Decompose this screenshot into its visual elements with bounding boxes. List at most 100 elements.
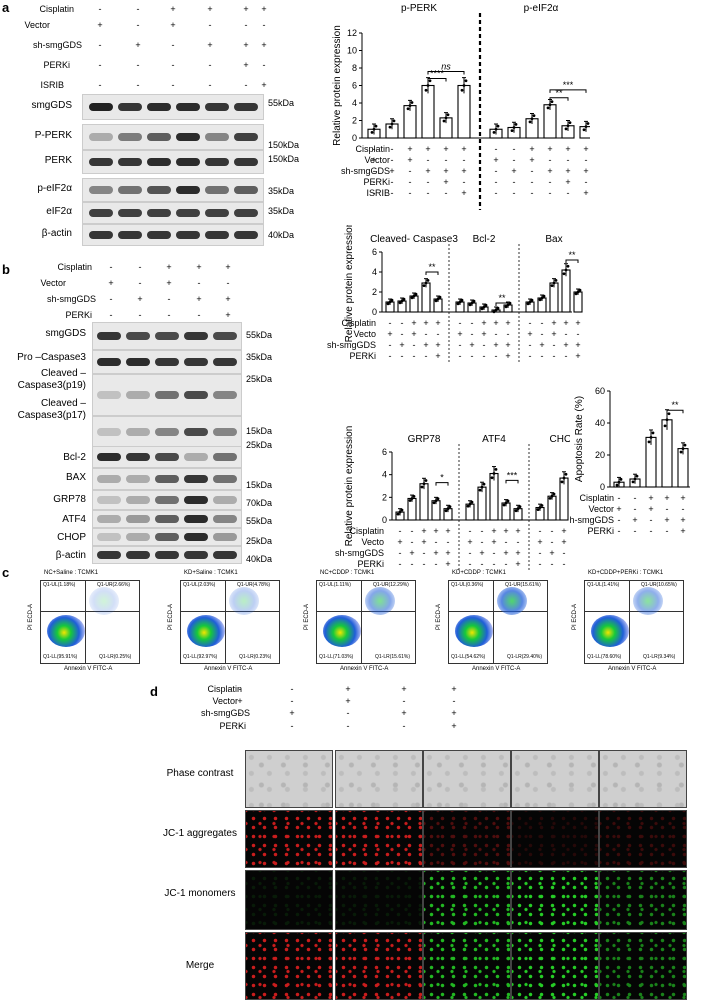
panel-label-b: b <box>2 262 10 277</box>
y-tick-label: 20 <box>595 450 605 460</box>
quadrant-label: Q1-UR(4.78%) <box>237 582 271 588</box>
blot-band <box>184 453 208 461</box>
y-tick-label: 10 <box>347 46 357 56</box>
blot-row-label: Bcl-2 <box>63 452 86 463</box>
significance-bracket <box>427 78 447 82</box>
treat-cell: + <box>389 166 394 176</box>
data-point <box>390 298 394 302</box>
blot-band <box>126 332 150 340</box>
treat-cell: - <box>427 177 430 187</box>
treat-cell: + <box>261 40 267 50</box>
quadrant-label: Q1-LR(29.40%) <box>507 654 543 660</box>
data-point <box>508 301 512 305</box>
treat-cell: + <box>583 166 588 176</box>
blot-row-label: smgGDS <box>45 328 86 339</box>
data-point <box>410 296 414 300</box>
treat-cell: - <box>411 526 414 536</box>
treat-row-label: PERKi <box>43 60 70 70</box>
data-point <box>619 477 623 481</box>
blot-band <box>184 391 208 399</box>
treat-cell: + <box>97 20 103 30</box>
data-point <box>633 477 637 481</box>
micrograph-merge <box>335 932 423 1000</box>
treat-row-label: Vector <box>24 20 50 30</box>
blot-band <box>97 551 121 559</box>
data-point <box>432 501 436 505</box>
data-point <box>444 116 448 120</box>
treat-cell: - <box>565 351 568 361</box>
blot-band <box>89 103 113 111</box>
treat-cell: - <box>401 318 404 328</box>
blot-band <box>89 133 113 141</box>
treat-cell: - <box>411 559 414 569</box>
data-point <box>396 512 400 516</box>
treat-cell: - <box>650 526 653 536</box>
treat-row-label: Cisplatin <box>57 262 92 272</box>
treat-cell: - <box>577 329 580 339</box>
group-label: Cleaved- Caspase3 <box>370 234 458 245</box>
treat-row-label: sh-smgGDS <box>200 708 250 718</box>
treat-cell: + <box>583 188 588 198</box>
treat-cell: + <box>527 329 532 339</box>
treat-cell: + <box>632 515 637 525</box>
treat-cell: + <box>451 721 457 731</box>
treat-cell: + <box>445 548 450 558</box>
flow-plot-title: KD+CDDP+PERKi : TCMK1 <box>588 570 664 576</box>
treat-cell: - <box>401 351 404 361</box>
treat-cell: + <box>547 166 552 176</box>
group-label: Bcl-2 <box>473 234 496 245</box>
group-label: p-eIF2α <box>524 3 559 14</box>
treat-cell: - <box>493 548 496 558</box>
treat-cell: + <box>664 515 669 525</box>
significance-label: ns <box>441 62 451 72</box>
quadrant-label: Q1-UL(0.36%) <box>451 582 484 588</box>
treat-cell: + <box>575 340 580 350</box>
quadrant-label: Q1-LR(9.34%) <box>643 654 676 660</box>
micrograph-monomers <box>423 870 511 930</box>
data-point <box>514 122 518 126</box>
quadrant-label: Q1-LL(92.97%) <box>183 654 218 660</box>
data-point <box>400 299 404 303</box>
y-tick-label: 0 <box>352 133 357 143</box>
treat-cell: + <box>166 278 172 288</box>
treat-cell: - <box>136 20 140 30</box>
significance-bracket <box>565 259 579 263</box>
treat-row-label: PERKi <box>357 559 384 569</box>
data-point <box>406 107 410 111</box>
blot-strip <box>92 490 242 510</box>
blot-band <box>155 515 179 523</box>
micro-row-label: JC-1 monomers <box>164 888 236 899</box>
treat-cell: - <box>529 318 532 328</box>
treat-cell: - <box>373 177 376 187</box>
treat-cell: + <box>529 155 534 165</box>
treat-cell: - <box>585 177 588 187</box>
treat-cell: + <box>401 708 407 718</box>
treat-cell: - <box>481 537 484 547</box>
micrograph-phase <box>599 750 687 808</box>
treat-cell: + <box>407 155 412 165</box>
treat-cell: + <box>397 537 402 547</box>
data-point <box>392 119 396 123</box>
treat-cell: - <box>469 548 472 558</box>
micro-row-label: JC-1 aggregates <box>163 828 237 839</box>
data-point <box>434 499 438 503</box>
treat-cell: - <box>539 526 542 536</box>
blot-band <box>118 231 142 239</box>
treat-row-label: Cisplatin <box>39 4 74 14</box>
micrograph-aggregates <box>335 810 423 868</box>
data-point <box>480 485 484 489</box>
blot-row-label: p-eIF2α <box>37 183 72 194</box>
treat-cell: - <box>197 310 201 320</box>
blot-band <box>126 551 150 559</box>
data-point <box>492 131 496 134</box>
treat-row-label: Vector <box>212 696 238 706</box>
treat-cell: + <box>409 548 414 558</box>
flow-plot: Q1-UL(1.41%) Q1-UR(10.65%) Q1-LL(78.60%) Q1… <box>584 580 684 664</box>
data-point <box>526 302 530 306</box>
flow-plot: Q1-UL(1.11%) Q1-UR(12.29%) Q1-LL(71.03%) Q1… <box>316 580 416 664</box>
blot-band <box>184 332 208 340</box>
blot-band <box>155 496 179 504</box>
treat-cell: + <box>207 4 213 14</box>
blot-strip <box>92 446 242 468</box>
treat-cell: + <box>575 318 580 328</box>
